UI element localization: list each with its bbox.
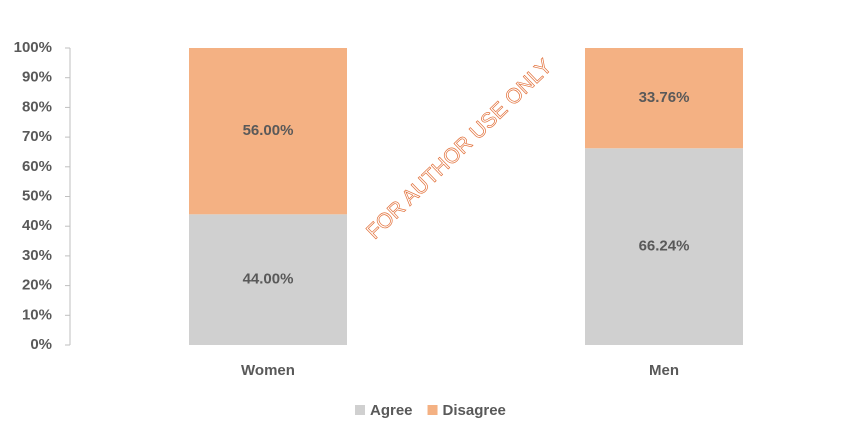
legend-label: Agree [370, 402, 413, 419]
legend-swatch [427, 405, 438, 415]
y-tick-label: 50% [22, 187, 52, 204]
y-tick-label: 20% [22, 277, 52, 294]
data-label: 33.76% [639, 89, 690, 106]
bar-segment [189, 214, 347, 345]
y-tick-label: 80% [22, 98, 52, 115]
x-tick-label: Women [241, 362, 295, 379]
bar-segment [585, 148, 743, 345]
y-tick-label: 40% [22, 217, 52, 234]
watermark: FOR AUTHOR USE ONLY [362, 55, 556, 244]
data-label: 44.00% [243, 271, 294, 288]
legend-swatch [355, 405, 365, 415]
y-tick-label: 70% [22, 128, 52, 145]
data-label: 56.00% [243, 122, 294, 139]
y-tick-label: 60% [22, 158, 52, 175]
bar-segment [189, 48, 347, 215]
data-label: 66.24% [639, 238, 690, 255]
bar-segment [585, 48, 743, 149]
y-tick-label: 10% [22, 306, 52, 323]
x-tick-label: Men [649, 362, 679, 379]
legend-label: Disagree [443, 402, 506, 419]
y-tick-label: 100% [14, 39, 52, 56]
y-tick-label: 90% [22, 69, 52, 86]
y-tick-label: 0% [30, 336, 52, 353]
y-tick-label: 30% [22, 247, 52, 264]
